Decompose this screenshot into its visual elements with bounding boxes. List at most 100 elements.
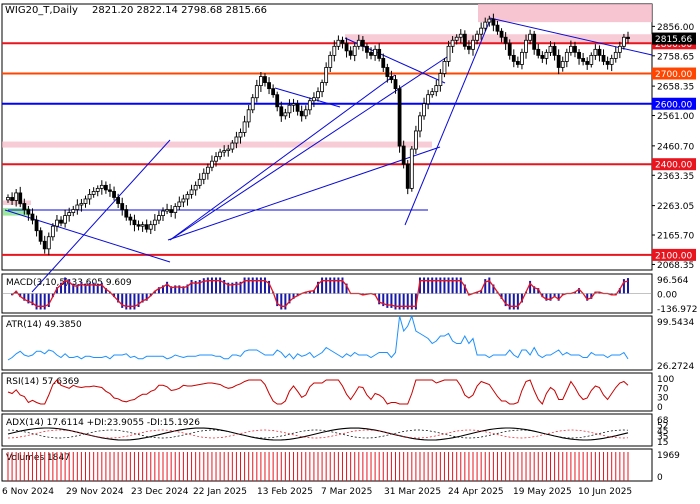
candle-body: [320, 82, 324, 93]
rsi-tick-label: 0: [657, 403, 663, 413]
candle-body: [291, 103, 296, 106]
candle-body: [556, 54, 561, 68]
candle-body: [197, 178, 202, 186]
atr-pane-frame: [1, 315, 653, 371]
x-tick-label: 19 May 2025: [513, 487, 572, 497]
candle-body: [536, 48, 541, 56]
y-tick-label: 2658.35: [657, 83, 694, 93]
candle-body: [438, 73, 443, 87]
candle-body: [593, 48, 598, 56]
candle-body: [601, 54, 606, 62]
candle-body: [6, 197, 10, 201]
rsi-line: [7, 379, 629, 405]
candle-body: [336, 39, 341, 47]
chart-ohlc: 2821.20 2822.14 2798.68 2815.66: [92, 5, 267, 16]
main-pane-frame: [1, 3, 653, 271]
candle-body: [120, 203, 125, 210]
level-label-2800.00: 2800.00: [655, 40, 692, 50]
y-tick-label: 2460.70: [657, 142, 694, 152]
candle-body: [397, 88, 402, 147]
candle-body: [46, 236, 51, 250]
candle-body: [26, 209, 31, 215]
candle-body: [471, 39, 475, 50]
candle-body: [520, 51, 524, 65]
candle-body: [185, 194, 190, 200]
candle-body: [581, 58, 586, 62]
current-price-label: 2815.66: [655, 35, 692, 45]
candle-body: [59, 219, 63, 224]
candle-body: [352, 45, 357, 56]
candle-body: [34, 219, 39, 232]
x-tick-label: 10 Jun 2025: [578, 487, 632, 497]
candle-body: [585, 61, 590, 65]
candle-body: [475, 33, 479, 41]
candle-body: [67, 212, 72, 216]
candle-body: [540, 54, 545, 59]
adx-tick-label: 52: [657, 422, 668, 432]
candle-body: [299, 110, 304, 117]
candle-body: [42, 240, 47, 250]
candle-body: [442, 61, 447, 74]
candle-body: [434, 85, 439, 93]
candle-body: [75, 204, 80, 210]
candle-body: [287, 104, 292, 114]
candle-body: [230, 142, 235, 150]
candle-body: [381, 58, 386, 68]
candle-body: [613, 51, 618, 59]
candle-body: [279, 106, 284, 117]
adx-label: ADX(14) 17.6114 +DI:23.9055 -DI:15.1926: [6, 418, 200, 428]
resistance-zone-top: [478, 4, 652, 23]
candle-body: [422, 103, 426, 117]
candle-body: [458, 33, 463, 38]
trendline-1: [31, 139, 171, 293]
candle-body: [454, 36, 459, 41]
candle-body: [426, 94, 431, 105]
x-tick-label: 13 Feb 2025: [257, 487, 313, 497]
candle-body: [589, 54, 594, 65]
x-tick-label: 22 Jan 2025: [193, 487, 247, 497]
candle-body: [573, 45, 577, 53]
candle-body: [316, 91, 320, 99]
candle-body: [307, 100, 312, 111]
candle-body: [369, 51, 373, 56]
candle-body: [418, 115, 422, 132]
candle-body: [393, 79, 398, 90]
candle-body: [467, 45, 471, 50]
candle-body: [409, 148, 414, 189]
candle-body: [128, 216, 133, 221]
candle-body: [222, 150, 227, 153]
candle-body: [55, 219, 59, 227]
rsi-tick-label: 70: [657, 384, 669, 394]
adx-tick-label: 68: [657, 416, 669, 426]
candle-body: [365, 45, 369, 53]
macd-tick-label: -136.972: [657, 305, 697, 315]
candle-body: [250, 97, 255, 111]
candle-body: [491, 18, 496, 26]
candle-body: [238, 132, 243, 138]
candle-body: [511, 54, 516, 62]
candle-body: [577, 51, 581, 59]
candle-body: [254, 85, 259, 99]
candle-body: [271, 88, 276, 96]
volume-tick-label: 1969: [657, 451, 680, 461]
candle-body: [356, 39, 361, 47]
candle-body: [189, 189, 194, 195]
candle-body: [303, 109, 308, 117]
atr-line: [7, 314, 629, 361]
candle-body: [462, 33, 467, 47]
level-label-bg-2400.00: [652, 158, 696, 171]
candle-body: [181, 198, 186, 203]
candle-body: [283, 112, 288, 117]
trendline-6: [167, 146, 441, 241]
candle-body: [22, 203, 27, 210]
candle-body: [617, 45, 622, 53]
trendline-10: [274, 87, 341, 108]
candle-body: [116, 197, 121, 204]
candle-body: [405, 163, 410, 189]
candle-body: [597, 48, 602, 56]
candle-body: [483, 21, 488, 29]
y-tick-label: 2068.35: [657, 261, 694, 271]
atr-tick-label: 99.5434: [657, 318, 694, 328]
candle-body: [499, 30, 504, 38]
